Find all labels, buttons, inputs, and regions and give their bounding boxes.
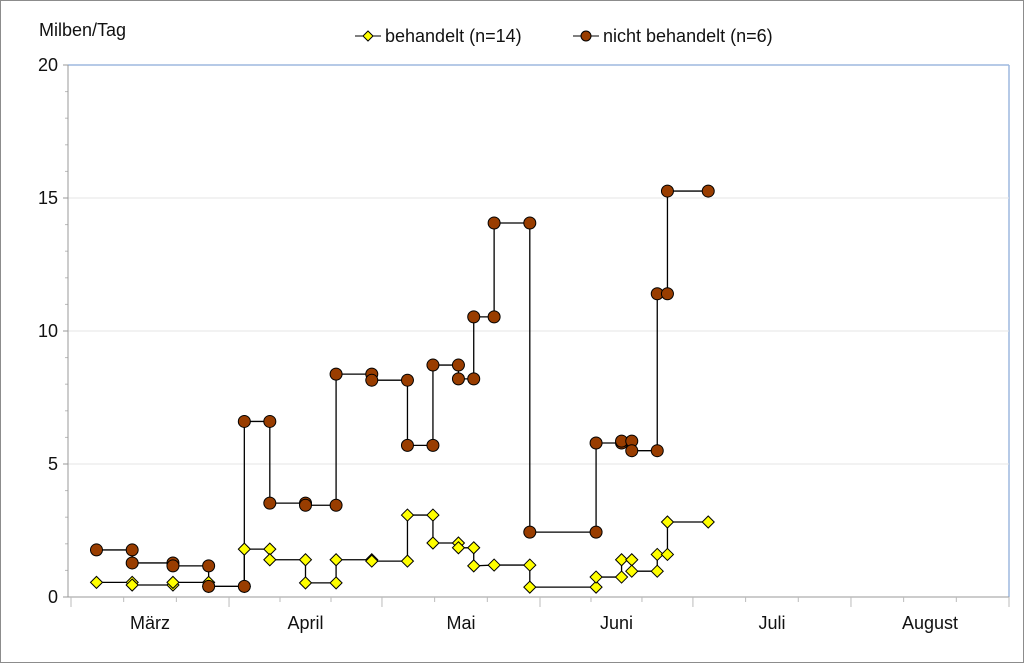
data-point-untreated [400, 438, 414, 452]
data-point-untreated [426, 358, 440, 372]
x-tick-label: Juli [758, 613, 785, 633]
x-tick-label: April [287, 613, 323, 633]
data-point-untreated [467, 310, 481, 324]
data-point-treated [467, 541, 481, 555]
data-point-untreated [202, 579, 216, 593]
y-axis-label: Milben/Tag [39, 20, 126, 40]
y-tick-label: 5 [48, 454, 58, 474]
legend-label-untreated: nicht behandelt (n=6) [603, 26, 773, 46]
x-tick-label: August [902, 613, 958, 633]
data-point-untreated [650, 444, 664, 458]
data-point-untreated [125, 556, 139, 570]
data-point-untreated [589, 525, 603, 539]
data-point-treated [625, 564, 639, 578]
data-point-untreated [589, 436, 603, 450]
data-point-untreated [263, 414, 277, 428]
data-point-untreated [523, 525, 537, 539]
data-point-untreated [329, 498, 343, 512]
data-point-untreated [426, 438, 440, 452]
data-point-untreated [125, 543, 139, 557]
data-point-treated [263, 553, 277, 567]
data-point-treated [298, 553, 313, 567]
data-point-untreated [487, 310, 501, 324]
y-tick-label: 10 [38, 321, 58, 341]
y-tick-label: 15 [38, 188, 58, 208]
data-point-untreated [451, 358, 465, 372]
data-point-treated [166, 575, 180, 590]
data-point-untreated [89, 543, 103, 557]
data-point-untreated [523, 216, 537, 230]
data-point-treated [523, 580, 537, 594]
data-point-treated [365, 554, 379, 568]
data-point-treated [400, 554, 415, 568]
legend-circle-icon [580, 30, 592, 42]
data-point-untreated [625, 444, 639, 458]
data-point-treated [625, 553, 639, 567]
legend-label-treated: behandelt (n=14) [385, 26, 522, 46]
data-point-treated [589, 580, 603, 594]
data-point-treated [237, 542, 252, 556]
data-point-treated [614, 553, 629, 567]
series-line-untreated [96, 190, 709, 588]
data-point-treated [298, 576, 313, 590]
x-tick-label: Juni [600, 613, 633, 633]
x-tick-label: Mai [446, 613, 475, 633]
y-tick-label: 20 [38, 55, 58, 75]
data-point-untreated [237, 414, 251, 428]
data-point-treated [426, 508, 440, 522]
x-tick-label: März [130, 613, 170, 633]
data-point-untreated [487, 216, 501, 230]
data-point-treated [487, 558, 501, 572]
data-point-treated [467, 559, 481, 573]
data-point-treated [426, 536, 440, 550]
data-point-treated [125, 578, 139, 592]
data-point-untreated [263, 496, 277, 510]
data-point-treated [660, 547, 675, 562]
data-point-treated [523, 558, 537, 572]
data-point-untreated [329, 367, 343, 381]
data-point-treated [650, 547, 664, 562]
data-point-untreated [660, 287, 674, 301]
data-point-untreated [202, 559, 216, 573]
data-point-untreated [467, 372, 481, 386]
data-point-treated [614, 570, 629, 584]
data-point-treated [89, 575, 104, 590]
data-point-treated [451, 541, 466, 555]
data-point-untreated [365, 373, 379, 387]
legend-diamond-icon [362, 30, 374, 42]
data-point-treated [400, 508, 415, 522]
data-point-untreated [237, 579, 251, 593]
data-point-untreated [299, 498, 312, 512]
data-point-untreated [166, 559, 180, 573]
data-point-untreated [660, 184, 674, 198]
data-point-untreated [701, 184, 715, 198]
data-point-treated [329, 576, 343, 590]
data-point-treated [701, 515, 715, 529]
data-point-untreated [451, 372, 465, 386]
data-point-treated [650, 564, 664, 578]
data-point-untreated [400, 373, 414, 387]
legend: behandelt (n=14) nicht behandelt (n=6) [355, 26, 773, 46]
data-point-treated [329, 553, 343, 567]
data-point-treated [660, 515, 675, 529]
data-point-treated [589, 570, 603, 584]
y-tick-label: 0 [48, 587, 58, 607]
